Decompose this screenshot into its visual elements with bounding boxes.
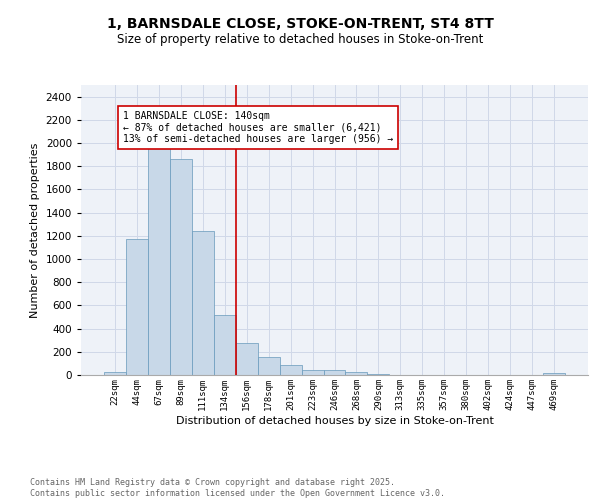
Bar	[302, 370, 323, 375]
Bar	[543, 374, 565, 375]
Y-axis label: Number of detached properties: Number of detached properties	[30, 142, 40, 318]
Text: Contains HM Land Registry data © Crown copyright and database right 2025.
Contai: Contains HM Land Registry data © Crown c…	[30, 478, 445, 498]
Bar	[170, 159, 192, 375]
Bar	[257, 357, 280, 375]
Bar	[192, 231, 214, 375]
Bar	[104, 372, 126, 375]
Bar	[148, 146, 170, 375]
Bar	[367, 374, 389, 375]
Bar	[323, 370, 346, 375]
Bar	[214, 314, 236, 375]
Text: 1, BARNSDALE CLOSE, STOKE-ON-TRENT, ST4 8TT: 1, BARNSDALE CLOSE, STOKE-ON-TRENT, ST4 …	[107, 18, 493, 32]
Bar	[346, 372, 367, 375]
Text: Size of property relative to detached houses in Stoke-on-Trent: Size of property relative to detached ho…	[117, 32, 483, 46]
Text: 1 BARNSDALE CLOSE: 140sqm
← 87% of detached houses are smaller (6,421)
13% of se: 1 BARNSDALE CLOSE: 140sqm ← 87% of detac…	[123, 110, 393, 144]
X-axis label: Distribution of detached houses by size in Stoke-on-Trent: Distribution of detached houses by size …	[176, 416, 493, 426]
Bar	[126, 240, 148, 375]
Bar	[236, 343, 257, 375]
Bar	[280, 364, 302, 375]
